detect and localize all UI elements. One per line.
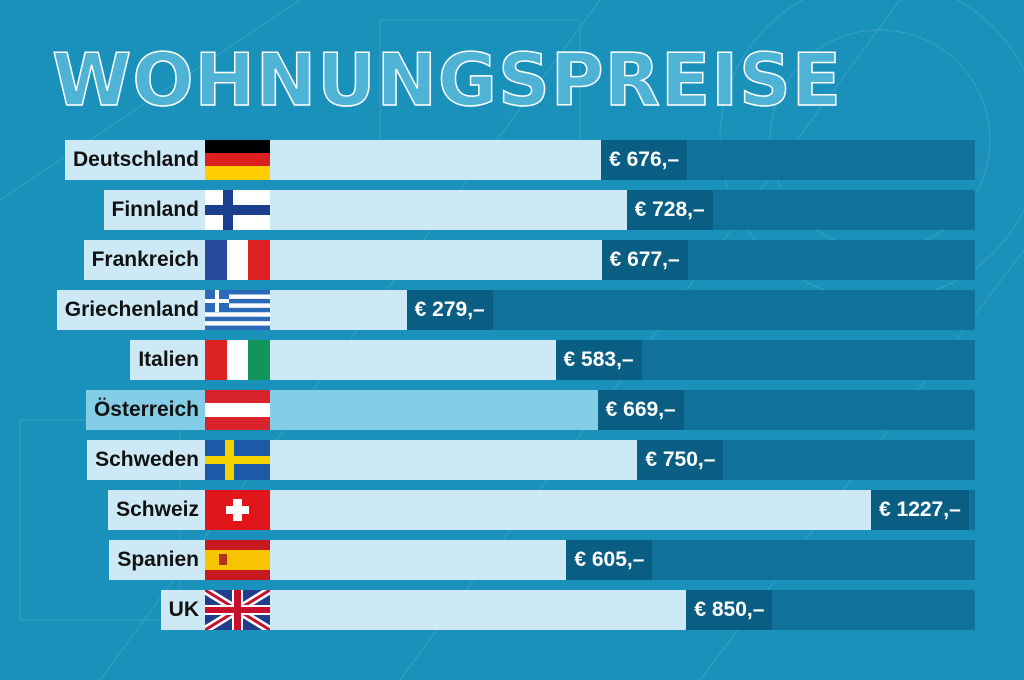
flag-se-icon	[205, 440, 270, 480]
flag-at-icon	[205, 390, 270, 430]
value-label: € 669,–	[597, 390, 684, 430]
value-label: € 279,–	[406, 290, 493, 330]
value-label: € 1227,–	[871, 490, 969, 530]
flag-de-icon	[205, 140, 270, 180]
bar	[270, 140, 602, 180]
bar	[270, 240, 602, 280]
bar	[270, 190, 627, 230]
bar-row: Österreich € 669,–	[0, 390, 975, 430]
flag-fi-icon	[205, 190, 270, 230]
flag-uk-icon	[205, 590, 270, 630]
bar	[270, 390, 598, 430]
flag-fr-icon	[205, 240, 270, 280]
value-label: € 728,–	[626, 190, 713, 230]
bar-row: Frankreich € 677,–	[0, 240, 975, 280]
chart-title: WOHNUNGSPREISE	[51, 38, 843, 122]
bar-row: Griechenland € 279,–	[0, 290, 975, 330]
country-label: UK	[160, 590, 205, 630]
value-label: € 750,–	[637, 440, 724, 480]
bar-row: Italien € 583,–	[0, 340, 975, 380]
flag-ch-icon	[205, 490, 270, 530]
value-label: € 583,–	[555, 340, 642, 380]
country-label: Österreich	[85, 390, 205, 430]
bar	[270, 540, 567, 580]
bar-row: Finnland € 728,–	[0, 190, 975, 230]
country-label: Spanien	[109, 540, 205, 580]
value-label: € 676,–	[601, 140, 688, 180]
bar	[270, 440, 638, 480]
value-label: € 605,–	[566, 540, 653, 580]
country-label: Italien	[130, 340, 205, 380]
value-label: € 677,–	[601, 240, 688, 280]
country-label: Griechenland	[56, 290, 205, 330]
flag-gr-icon	[205, 290, 270, 330]
bar	[270, 290, 407, 330]
bar-row: Deutschland € 676,–	[0, 140, 975, 180]
bar	[270, 590, 687, 630]
flag-it-icon	[205, 340, 270, 380]
flag-es-icon	[205, 540, 270, 580]
bar-row: Schweiz € 1227,–	[0, 490, 975, 530]
country-label: Finnland	[103, 190, 205, 230]
bar-row: Spanien € 605,–	[0, 540, 975, 580]
bar	[270, 340, 556, 380]
bar-row: UK € 850,–	[0, 590, 975, 630]
country-label: Schweden	[87, 440, 205, 480]
bar	[270, 490, 871, 530]
country-label: Schweiz	[108, 490, 205, 530]
country-label: Frankreich	[83, 240, 205, 280]
country-label: Deutschland	[64, 140, 205, 180]
value-label: € 850,–	[686, 590, 773, 630]
bar-row: Schweden € 750,–	[0, 440, 975, 480]
